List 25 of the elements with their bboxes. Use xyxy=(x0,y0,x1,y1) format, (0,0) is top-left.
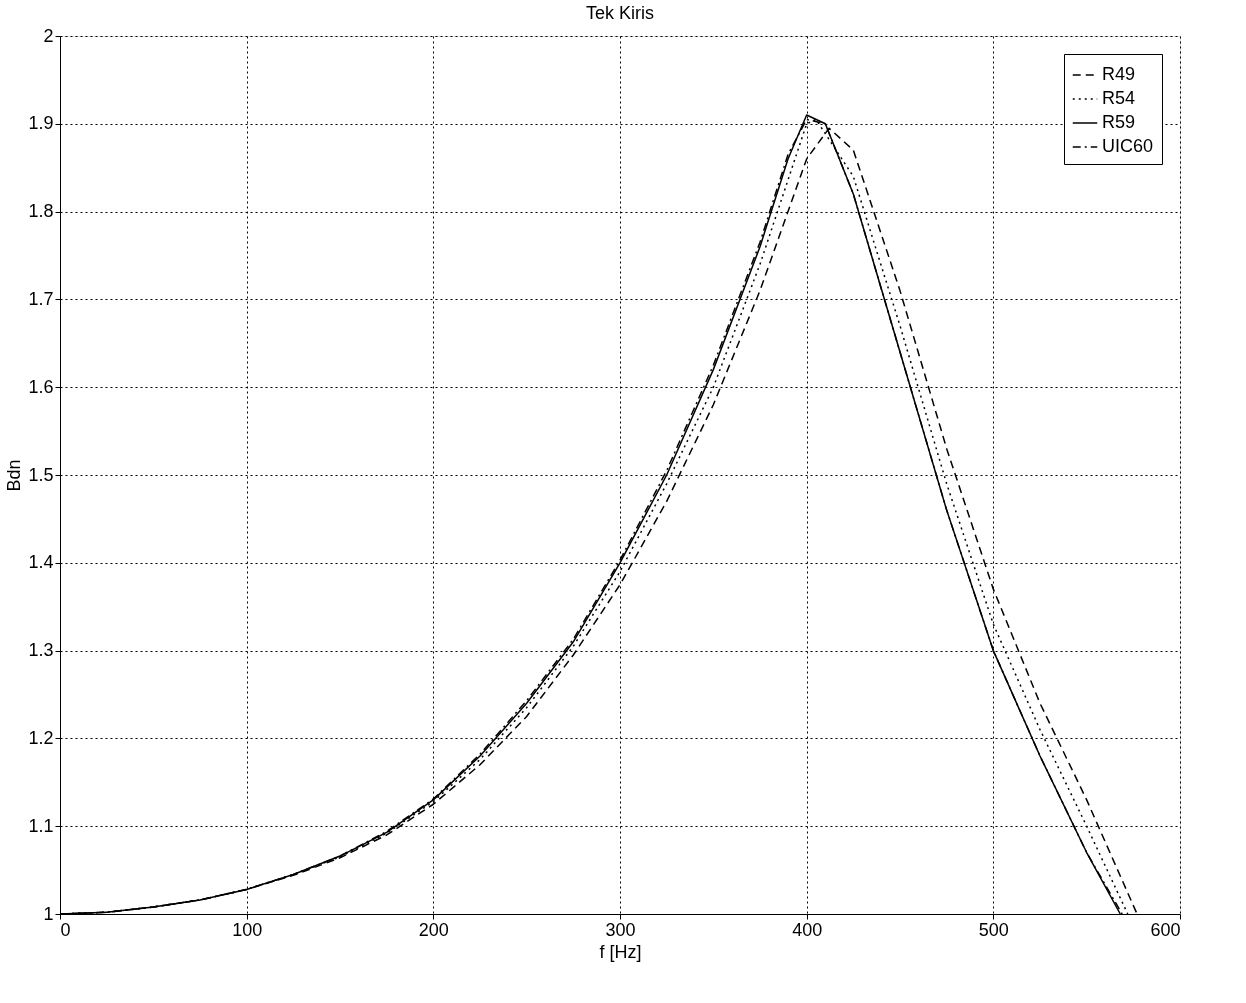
x-tick-label: 300 xyxy=(605,919,636,940)
y-tick-label: 1.5 xyxy=(28,464,54,485)
y-tick-label: 1.9 xyxy=(28,113,54,134)
x-tick-label: 0 xyxy=(60,919,71,940)
y-tick-label: 1.7 xyxy=(28,288,54,309)
chart-title: Tek Kiris xyxy=(585,3,655,23)
x-tick-label: 500 xyxy=(978,919,1009,940)
x-tick-label: 200 xyxy=(418,919,449,940)
y-tick-label: 1.3 xyxy=(28,640,54,661)
x-axis-title: f [Hz] xyxy=(599,941,642,962)
legend-label: R49 xyxy=(1102,64,1136,84)
y-tick-label: 1.6 xyxy=(28,376,54,397)
legend-label: UIC60 xyxy=(1102,136,1154,156)
y-tick-label: 1.2 xyxy=(28,727,54,748)
x-tick-label: 600 xyxy=(1150,919,1181,940)
x-tick-label: 100 xyxy=(232,919,263,940)
y-tick-label: 1.8 xyxy=(28,201,54,222)
y-tick-label: 2 xyxy=(43,25,54,46)
y-tick-label: 1 xyxy=(43,903,54,924)
y-axis-title: Bdn xyxy=(4,459,25,492)
y-tick-label: 1.1 xyxy=(28,815,54,836)
legend-label: R59 xyxy=(1102,112,1136,132)
y-tick-label: 1.4 xyxy=(28,552,54,573)
legend-label: R54 xyxy=(1102,88,1136,108)
x-tick-label: 400 xyxy=(792,919,823,940)
